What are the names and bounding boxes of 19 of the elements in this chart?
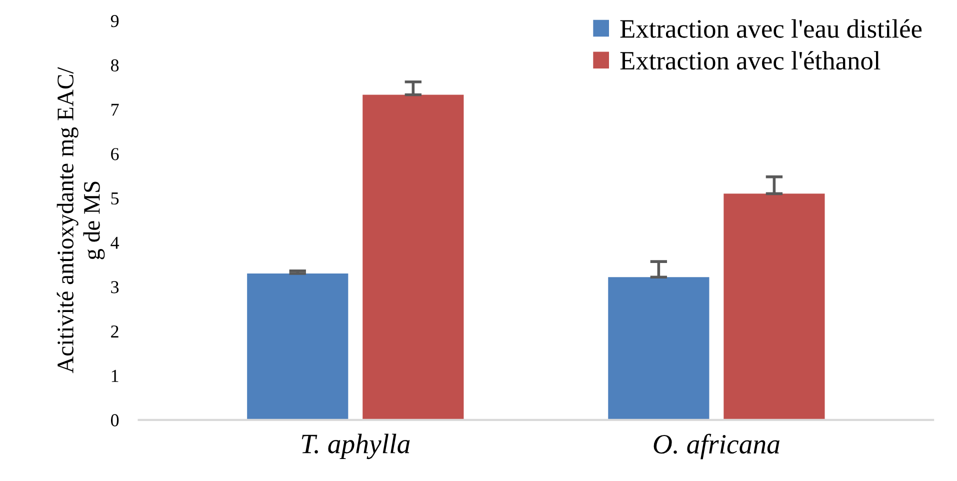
y-tick-label: 6: [111, 148, 119, 160]
y-tick-label: 9: [110, 14, 119, 28]
bar: [608, 277, 710, 420]
legend-label: Extraction avec l'éthanol: [620, 51, 880, 70]
x-tick-label: O. africana: [654, 434, 780, 460]
y-tick-label: 3: [111, 281, 119, 294]
y-tick-label: 5: [111, 192, 119, 205]
y-tick-label: 1: [112, 370, 118, 382]
bar: [724, 194, 825, 420]
legend-label: Extraction avec l'eau distilée: [620, 19, 922, 38]
y-tick-label: 7: [111, 104, 119, 116]
y-tick-label: 8: [110, 59, 119, 72]
y-tick-label: 2: [111, 326, 118, 338]
bar: [247, 274, 348, 420]
y-axis-title: Acitivité antioxydante mg EAC/ g de MS: [56, 67, 105, 374]
bar: [362, 94, 464, 420]
y-tick-label: 4: [110, 236, 120, 249]
x-tick-label: T. aphylla: [302, 434, 410, 460]
y-tick-label: 0: [110, 414, 119, 426]
